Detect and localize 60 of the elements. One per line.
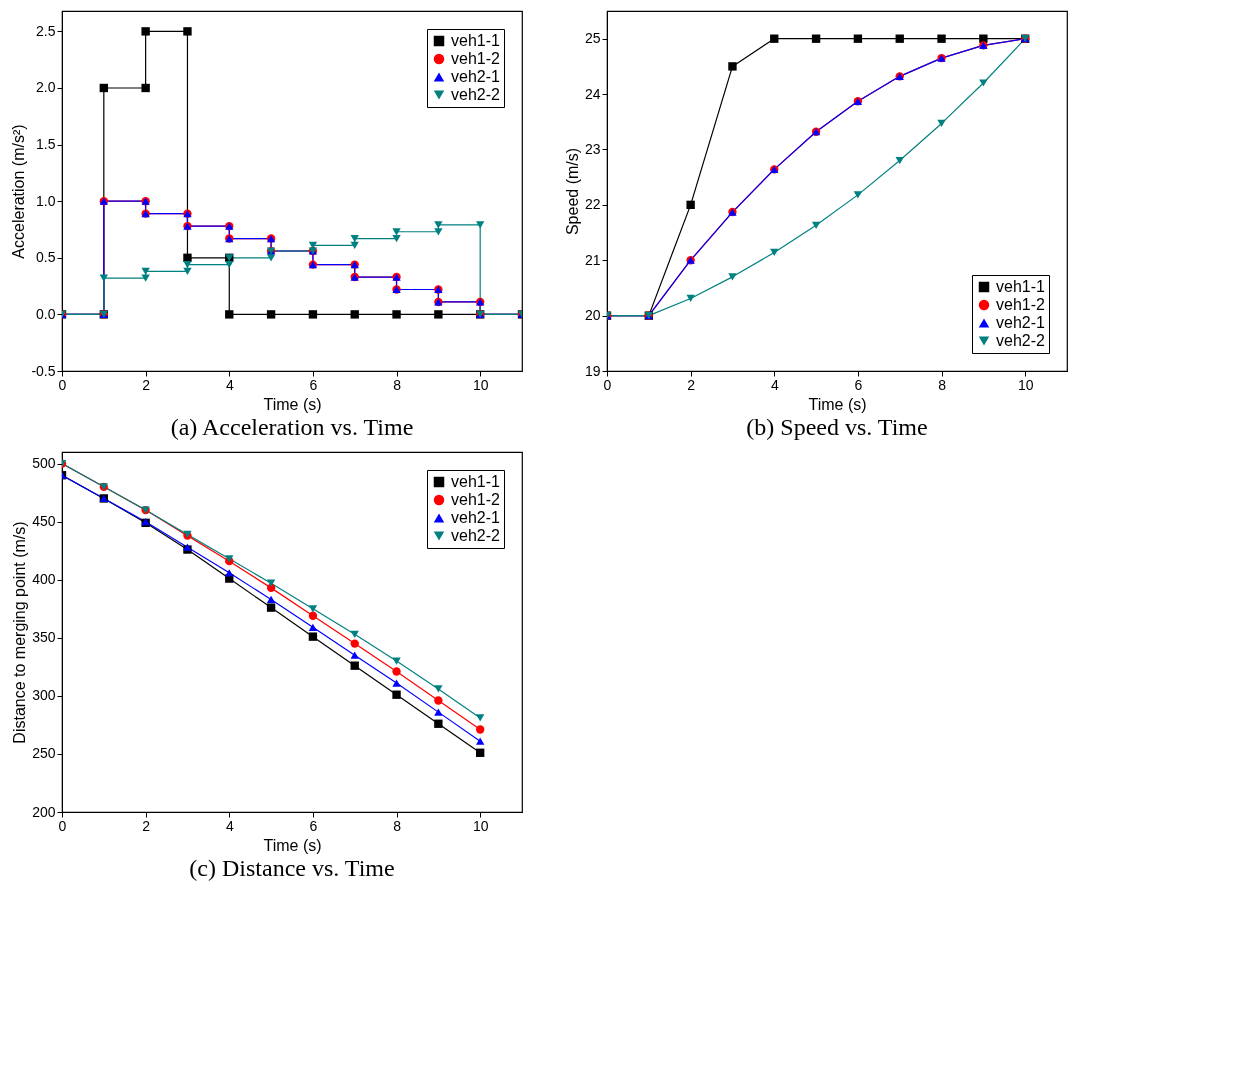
x-tick-label: 4 [770, 376, 779, 393]
y-tick-label: 19 [584, 362, 601, 379]
y-tick-label: 0.0 [36, 305, 56, 322]
x-tick-label: 8 [393, 376, 402, 393]
legend-label: veh2-2 [451, 86, 501, 103]
y-tick-label: 23 [584, 140, 601, 157]
y-tick-label: 25 [584, 30, 601, 47]
x-tick-label: 2 [142, 817, 151, 834]
x-tick-label: 0 [58, 376, 67, 393]
legend-label: veh2-1 [996, 314, 1046, 331]
y-tick-label: -0.5 [31, 362, 56, 379]
y-tick-label: 1.0 [36, 192, 56, 209]
x-tick-label: 2 [142, 376, 151, 393]
y-tick-label: 24 [584, 85, 601, 102]
y-tick-label: 2.5 [36, 22, 56, 39]
x-tick-label: 8 [393, 817, 402, 834]
y-tick-label: 200 [32, 803, 56, 820]
y-tick-label: 300 [32, 687, 56, 704]
text: (a) Acceleration vs. Time [170, 414, 414, 440]
y-axis-title: Distance to merging point (m/s) [11, 521, 29, 744]
legend-label: veh1-1 [996, 278, 1046, 295]
legend-label: veh1-2 [451, 491, 501, 508]
y-tick-label: 21 [584, 251, 601, 268]
y-tick-label: 1.5 [36, 136, 56, 153]
y-tick-label: 400 [32, 571, 56, 588]
y-tick-label: 500 [32, 455, 56, 472]
y-tick-label: 2.0 [36, 79, 56, 96]
x-axis-title: Time (s) [808, 395, 867, 413]
text: (c) Distance vs. Time [189, 855, 395, 881]
x-tick-label: 6 [854, 376, 863, 393]
y-tick-label: 250 [32, 745, 56, 762]
x-tick-label: 10 [472, 817, 489, 834]
legend-label: veh1-2 [451, 50, 501, 67]
legend-label: veh2-2 [996, 332, 1046, 349]
x-tick-label: 6 [309, 817, 318, 834]
legend-label: veh1-1 [451, 32, 501, 49]
x-tick-label: 0 [58, 817, 67, 834]
y-axis-title: Speed (m/s) [563, 147, 581, 236]
legend-label: veh2-1 [451, 68, 501, 85]
y-tick-label: 0.5 [36, 249, 56, 266]
x-tick-label: 4 [225, 817, 234, 834]
x-tick-label: 6 [309, 376, 318, 393]
legend-label: veh1-2 [996, 296, 1046, 313]
x-axis-title: Time (s) [263, 836, 322, 854]
x-tick-label: 4 [225, 376, 234, 393]
x-tick-label: 0 [603, 376, 612, 393]
x-tick-label: 10 [1017, 376, 1034, 393]
y-tick-label: 450 [32, 513, 56, 530]
y-tick-label: 20 [584, 307, 601, 324]
y-tick-label: 22 [584, 196, 601, 213]
legend-label: veh2-1 [451, 509, 501, 526]
x-tick-label: 8 [938, 376, 947, 393]
x-axis-title: Time (s) [263, 395, 322, 413]
y-axis-title: Acceleration (m/s²) [10, 124, 28, 259]
x-tick-label: 2 [687, 376, 696, 393]
text: (b) Speed vs. Time [746, 414, 928, 440]
legend-label: veh2-2 [451, 527, 501, 544]
y-tick-label: 350 [32, 629, 56, 646]
x-tick-label: 10 [472, 376, 489, 393]
legend-label: veh1-1 [451, 473, 501, 490]
